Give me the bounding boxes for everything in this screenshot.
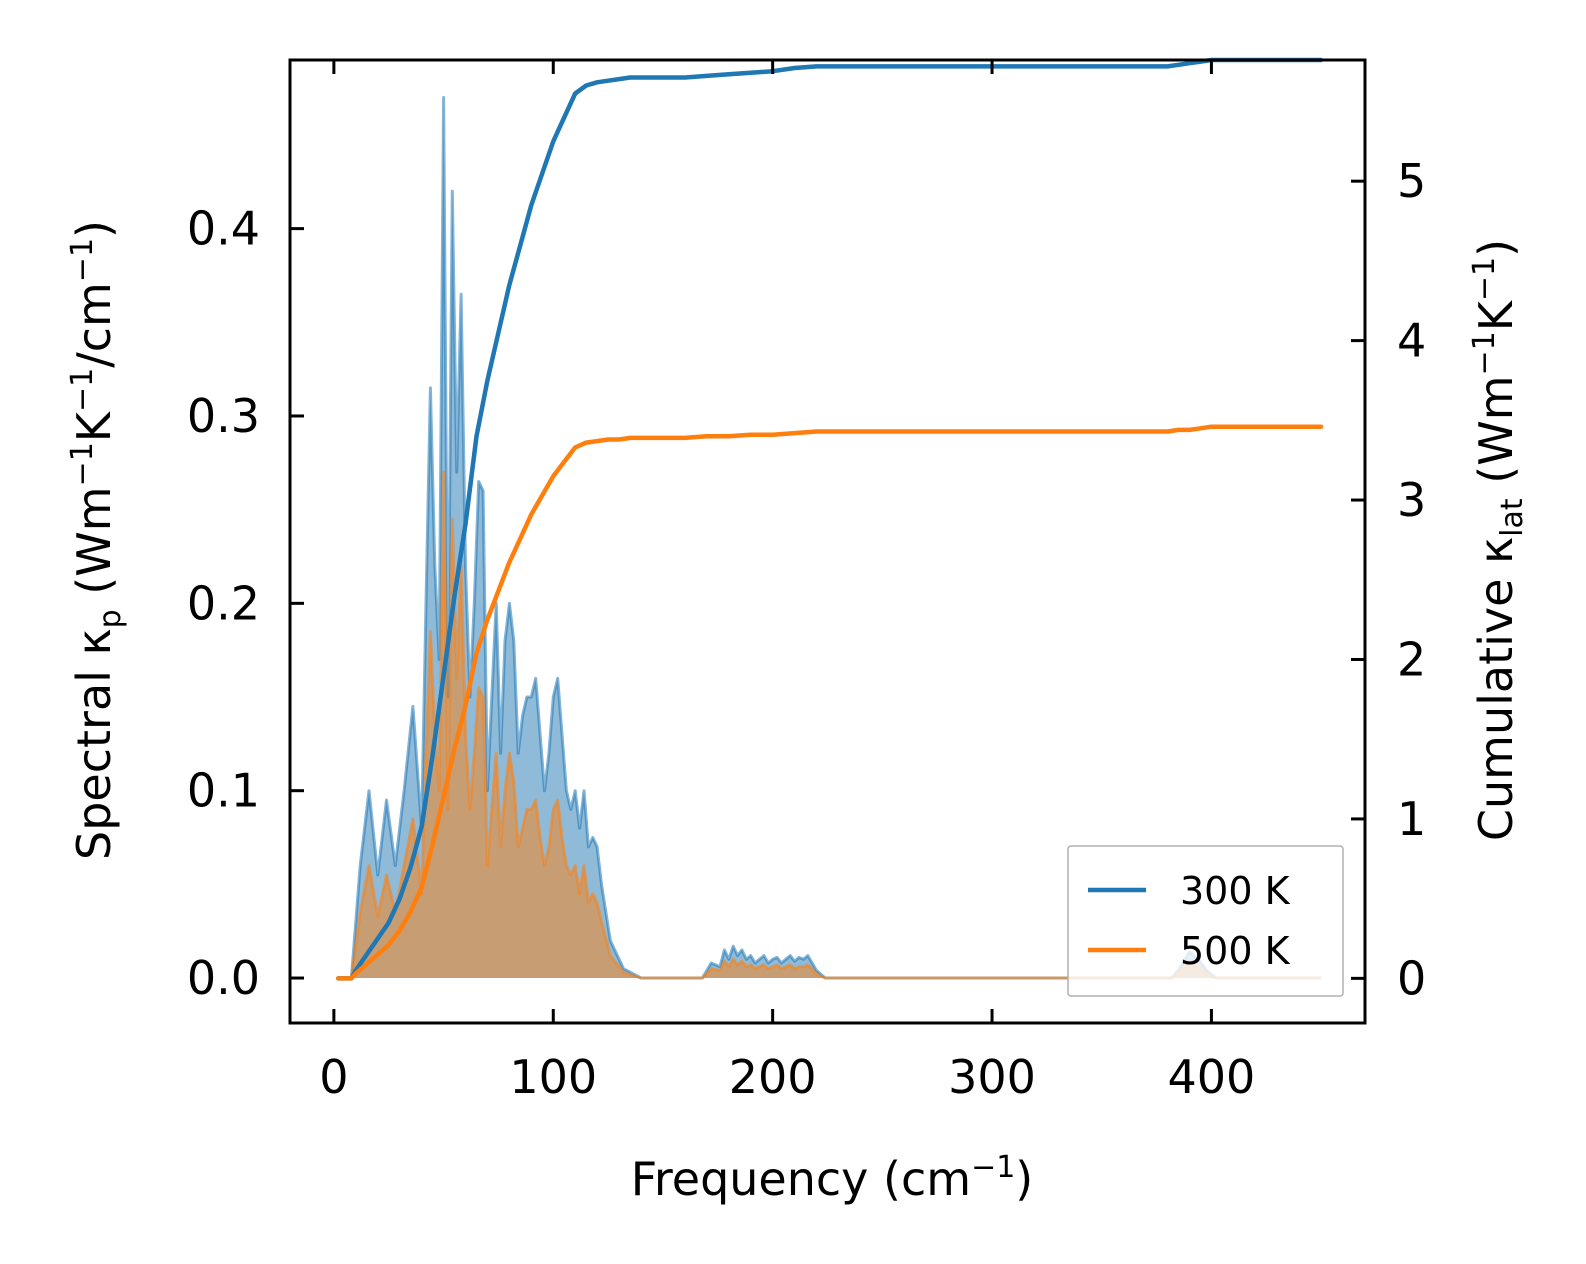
- y-axis-right-label: Cumulative κlat (Wm−1K−1): [1467, 239, 1530, 841]
- cumulative-line-500k: [336, 424, 1324, 981]
- y-left-tick-label: 0.1: [187, 764, 260, 818]
- y-right-tick-label: 4: [1397, 314, 1426, 368]
- legend-box: [1067, 845, 1344, 997]
- x-tick-label: 100: [509, 1050, 597, 1104]
- y-left-tick-label: 0.3: [187, 389, 260, 443]
- y-axis-left-label: Spectral κp (Wm−1K−1/cm−1): [65, 220, 128, 860]
- x-axis-label: Frequency (cm−1): [631, 1150, 1034, 1206]
- ticks-layer: 0 100 200 300 400 0.0 0.1 0.2 0.3 0.4 0 1 2 3 4 5: [187, 60, 1426, 1104]
- y-right-tick-label: 0: [1397, 951, 1426, 1005]
- x-tick-label: 200: [729, 1050, 817, 1104]
- y-right-tick-label: 5: [1397, 154, 1426, 208]
- y-right-tick-label: 1: [1397, 792, 1426, 846]
- y-right-tick-label: 2: [1397, 632, 1426, 686]
- legend: 300 K 500 K: [1067, 845, 1344, 997]
- x-tick-label: 300: [948, 1050, 1036, 1104]
- y-right-tick-label: 3: [1397, 473, 1426, 527]
- legend-label-300k: 300 K: [1180, 869, 1291, 913]
- series-layer: [336, 57, 1324, 981]
- x-tick-label: 400: [1168, 1050, 1256, 1104]
- plot-frame: [288, 58, 1367, 1025]
- legend-label-500k: 500 K: [1180, 929, 1291, 973]
- y-left-tick-label: 0.2: [187, 576, 260, 630]
- y-left-tick-label: 0.4: [187, 202, 260, 256]
- x-tick-label: 0: [319, 1050, 348, 1104]
- cumulative-line-300k: [336, 57, 1324, 981]
- spectral-area-500k: [338, 472, 1322, 978]
- spectral-line-300k: [338, 96, 1322, 980]
- spectral-line-500k: [338, 470, 1322, 980]
- y-left-tick-label: 0.0: [187, 951, 260, 1005]
